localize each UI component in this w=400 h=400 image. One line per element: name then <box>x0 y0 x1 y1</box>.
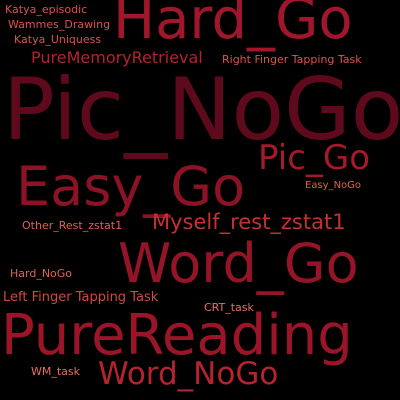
word-wammes-drawing: Wammes_Drawing <box>8 18 111 31</box>
word-word-go: Word_Go <box>118 232 359 295</box>
word-katya-uniquess: Katya_Uniquess <box>14 33 102 46</box>
word-hard-go: Hard_Go <box>113 0 353 52</box>
word-left-finger-tapping-task: Left Finger Tapping Task <box>3 290 159 305</box>
word-pic-go: Pic_Go <box>258 138 371 178</box>
word-pure-memory-retrieval: PureMemoryRetrieval <box>31 48 203 67</box>
word-right-finger-tapping-task: Right Finger Tapping Task <box>222 53 362 66</box>
word-crt-task: CRT_task <box>204 301 254 314</box>
word-pic-nogo: Pic_NoGo <box>3 60 400 160</box>
word-easy-go: Easy_Go <box>16 155 246 218</box>
word-myself-rest-zstat1: Myself_rest_zstat1 <box>152 210 346 234</box>
word-other-rest-zstat1: Other_Rest_zstat1 <box>22 219 123 232</box>
word-easy-nogo: Easy_NoGo <box>305 180 362 191</box>
word-wm-task: WM_task <box>31 365 81 378</box>
word-pure-reading: PureReading <box>1 303 353 368</box>
word-katya-episodic: Katya_episodic <box>5 3 88 16</box>
word-hard-nogo: Hard_NoGo <box>10 267 73 280</box>
word-word-nogo: Word_NoGo <box>98 356 279 392</box>
